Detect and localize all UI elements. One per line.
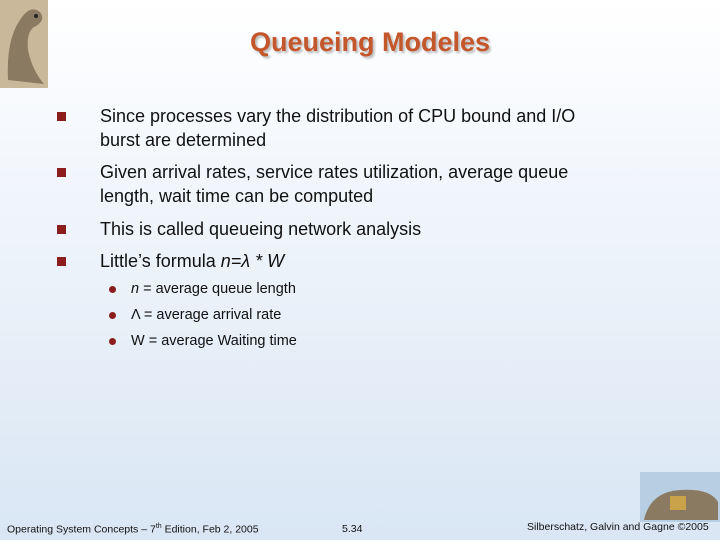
- bullet-text: burst are determined: [100, 130, 267, 150]
- sub-bullet-marker: [109, 338, 116, 345]
- symbol: n: [131, 281, 140, 297]
- sub-bullet-text: = average arrival rate: [139, 307, 282, 323]
- formula: n=λ * W: [220, 251, 285, 271]
- bullet-marker: [57, 225, 66, 234]
- bullet-text: This is called queueing network analysis: [100, 219, 422, 239]
- bullet-marker: [57, 257, 66, 266]
- footer-left: Operating System Concepts – 7th Edition,…: [7, 523, 259, 536]
- bullet-text: length, wait time can be computed: [100, 186, 374, 206]
- bullet-text: Little’s formula n=λ * W: [100, 251, 284, 272]
- footer-text: Operating System Concepts – 7: [7, 523, 156, 536]
- sub-bullet: W = average Waiting time: [131, 333, 297, 349]
- page-number: 5.34: [342, 523, 363, 535]
- footer-right: Silberschatz, Galvin and Gagne ©2005: [527, 521, 709, 533]
- bullet-text: Since processes vary the distribution of…: [100, 106, 576, 126]
- footer-sup: th: [155, 523, 162, 530]
- bullet-text: Little’s formula: [100, 251, 221, 271]
- bullet-text: Given arrival rates, service rates utili…: [100, 162, 569, 182]
- symbol: Λ: [131, 307, 140, 323]
- footer-text: Edition, Feb 2, 2005: [161, 523, 259, 536]
- bullet-marker: [57, 112, 66, 121]
- bullet-marker: [57, 168, 66, 177]
- sub-bullet: Λ = average arrival rate: [131, 307, 281, 323]
- sub-bullet-text: = average queue length: [139, 281, 296, 297]
- sub-bullet-marker: [109, 286, 116, 293]
- dinosaur-logo: [0, 0, 48, 88]
- sub-bullet-text: = average Waiting time: [144, 333, 297, 349]
- dinosaur-footer: [640, 472, 720, 522]
- slide-title: Queueing Modeles: [249, 27, 491, 57]
- sub-bullet: n = average queue length: [131, 281, 296, 297]
- sub-bullet-marker: [109, 312, 116, 319]
- symbol: W: [131, 333, 145, 349]
